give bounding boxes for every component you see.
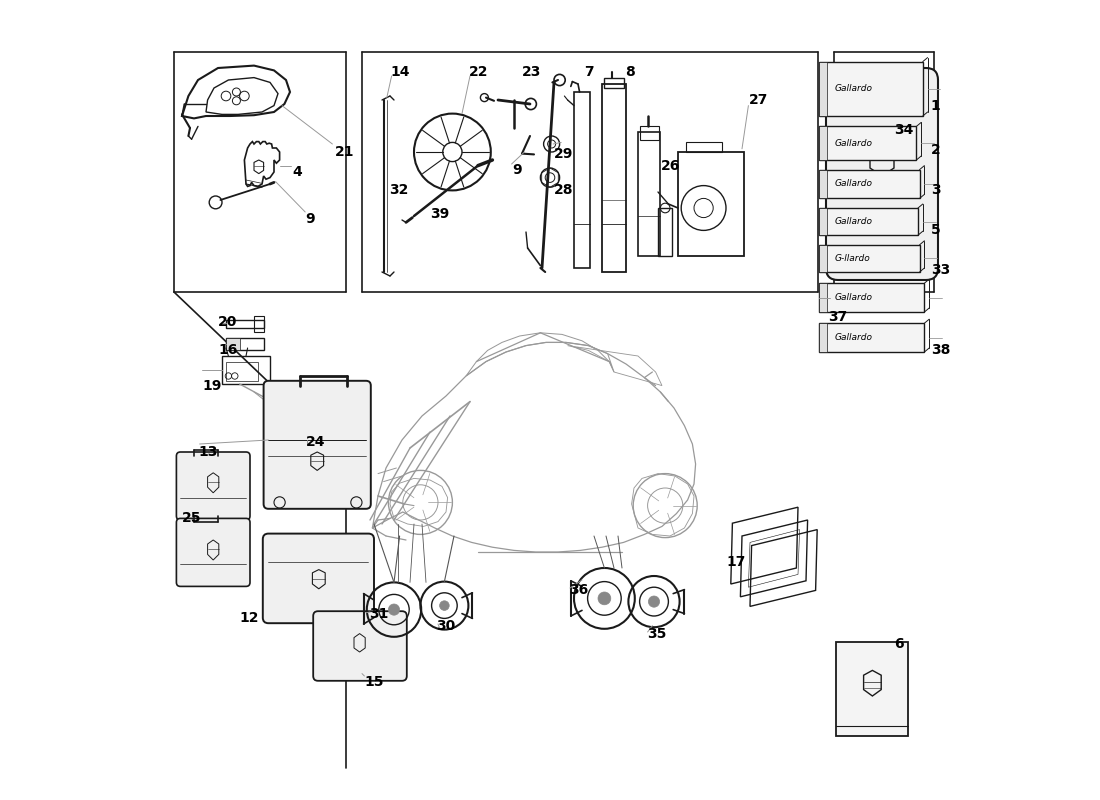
Bar bbox=[818, 208, 918, 235]
Text: Gallardo: Gallardo bbox=[835, 138, 872, 148]
Bar bbox=[639, 126, 659, 140]
FancyBboxPatch shape bbox=[836, 642, 909, 736]
Text: 27: 27 bbox=[748, 93, 768, 107]
Text: 2: 2 bbox=[931, 142, 940, 157]
Text: 16: 16 bbox=[218, 342, 238, 357]
FancyBboxPatch shape bbox=[826, 68, 938, 280]
Bar bbox=[226, 362, 258, 381]
Text: 26: 26 bbox=[660, 158, 680, 173]
Text: 14: 14 bbox=[390, 65, 409, 79]
Text: 20: 20 bbox=[218, 314, 238, 329]
Bar bbox=[686, 142, 722, 152]
Bar bbox=[818, 62, 827, 116]
FancyBboxPatch shape bbox=[263, 534, 374, 623]
Text: Gallardo: Gallardo bbox=[835, 217, 872, 226]
Text: 23: 23 bbox=[522, 65, 541, 79]
Text: G-llardo: G-llardo bbox=[835, 254, 870, 263]
Bar bbox=[818, 126, 827, 160]
Bar bbox=[226, 338, 241, 350]
Text: 24: 24 bbox=[306, 435, 326, 450]
Text: 36: 36 bbox=[569, 583, 589, 598]
FancyBboxPatch shape bbox=[176, 452, 250, 520]
Bar bbox=[818, 208, 827, 235]
FancyBboxPatch shape bbox=[264, 381, 371, 509]
Bar bbox=[638, 132, 660, 256]
Bar bbox=[818, 170, 827, 198]
Text: 38: 38 bbox=[931, 342, 950, 357]
Bar bbox=[678, 152, 744, 256]
FancyBboxPatch shape bbox=[314, 611, 407, 681]
Text: Gallardo: Gallardo bbox=[835, 293, 872, 302]
Text: 5: 5 bbox=[931, 222, 940, 237]
Text: Gallardo: Gallardo bbox=[835, 84, 872, 94]
Text: 30: 30 bbox=[437, 618, 455, 633]
Text: 37: 37 bbox=[828, 310, 848, 324]
Circle shape bbox=[598, 592, 611, 605]
Text: 12: 12 bbox=[240, 610, 260, 625]
Text: 19: 19 bbox=[202, 379, 221, 394]
Bar bbox=[222, 356, 270, 384]
Text: 28: 28 bbox=[554, 183, 573, 198]
Text: 8: 8 bbox=[625, 65, 635, 79]
Text: Gallardo: Gallardo bbox=[835, 333, 872, 342]
Text: 3: 3 bbox=[931, 182, 940, 197]
Bar bbox=[818, 245, 920, 272]
Bar bbox=[574, 92, 590, 268]
Text: 9: 9 bbox=[513, 162, 522, 177]
Text: 32: 32 bbox=[389, 183, 408, 198]
Text: 7: 7 bbox=[584, 65, 594, 79]
Bar bbox=[254, 316, 264, 332]
FancyBboxPatch shape bbox=[176, 518, 250, 586]
Text: 25: 25 bbox=[182, 511, 201, 526]
Bar bbox=[604, 78, 624, 88]
Bar bbox=[818, 323, 827, 352]
Bar bbox=[226, 320, 264, 328]
Bar bbox=[818, 283, 924, 312]
Text: Gallardo: Gallardo bbox=[835, 179, 872, 189]
Text: 1: 1 bbox=[931, 98, 940, 113]
Text: 35: 35 bbox=[647, 626, 667, 641]
Text: 15: 15 bbox=[364, 674, 384, 689]
Bar bbox=[602, 84, 626, 272]
Text: 33: 33 bbox=[931, 262, 950, 277]
Text: 34: 34 bbox=[894, 122, 913, 137]
Text: 6: 6 bbox=[894, 637, 903, 651]
Bar bbox=[818, 283, 827, 312]
Bar bbox=[818, 170, 920, 198]
Circle shape bbox=[648, 596, 660, 607]
Text: 13: 13 bbox=[198, 445, 218, 459]
Bar bbox=[658, 208, 672, 256]
Text: 22: 22 bbox=[469, 65, 488, 79]
Bar bbox=[818, 323, 924, 352]
Bar bbox=[818, 62, 923, 116]
Text: 21: 21 bbox=[334, 145, 354, 159]
Circle shape bbox=[388, 604, 399, 615]
Text: 29: 29 bbox=[554, 146, 573, 161]
Text: 39: 39 bbox=[430, 207, 449, 222]
Circle shape bbox=[440, 601, 449, 610]
Bar bbox=[818, 245, 827, 272]
Bar bbox=[226, 338, 264, 350]
Text: 17: 17 bbox=[726, 554, 746, 569]
Text: 9: 9 bbox=[305, 212, 315, 226]
Bar bbox=[818, 126, 916, 160]
Text: 4: 4 bbox=[293, 165, 303, 179]
Text: 31: 31 bbox=[370, 606, 388, 621]
